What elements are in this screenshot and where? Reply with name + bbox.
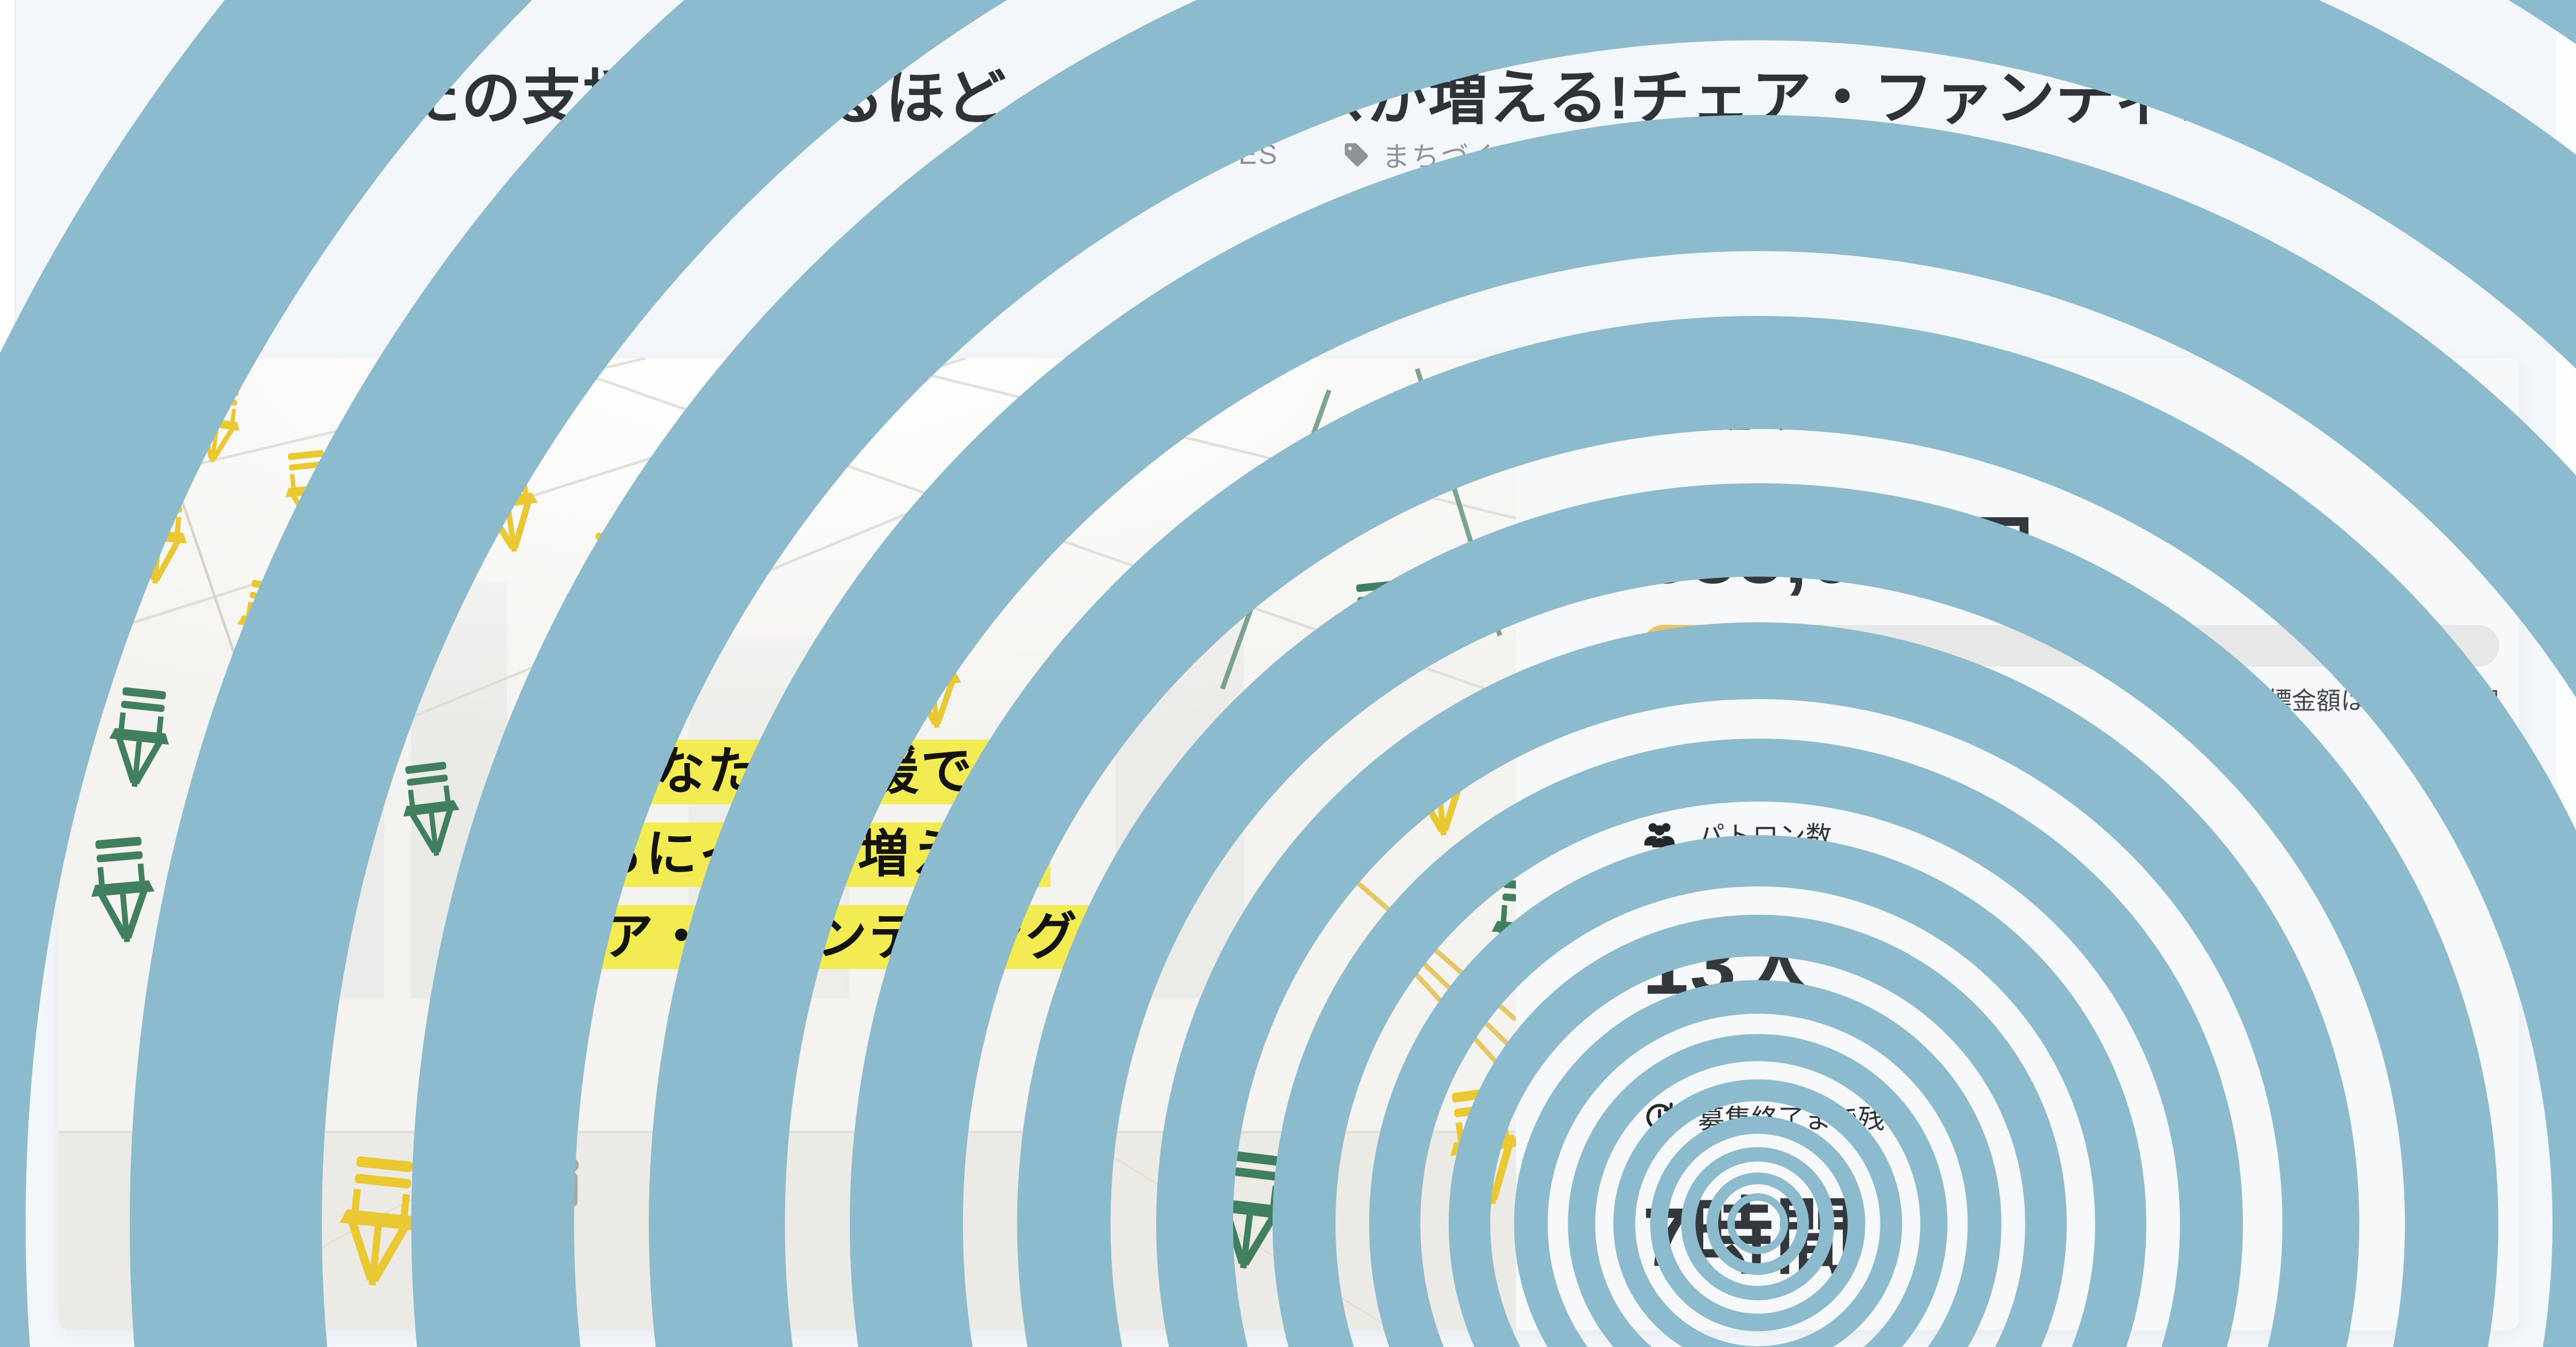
yen-icon: ¥ [1650, 399, 1669, 434]
clock-icon [1642, 1102, 1677, 1132]
patrons-label: パトロン数 [1698, 821, 1832, 851]
category-tag-label: まちづくり [1382, 142, 1529, 173]
collection-link[interactable]: PUBLICLIFEFES [1045, 139, 1279, 171]
progress-bar: 23% [1642, 625, 2499, 667]
people-icon [1642, 819, 1677, 849]
total-support-row: ¥ 現在の支援総額 [1642, 398, 1885, 436]
right-gutter [2557, 0, 2576, 1347]
time-remaining-value: 7時間 [1642, 1191, 1859, 1284]
time-remaining-label: 募集終了まで残り [1698, 1104, 1911, 1134]
tag-icon [1342, 141, 1370, 169]
category-tag-link[interactable]: まちづくり [1342, 134, 1529, 175]
page-content: あなたの支援が増えるほど、まちにイスが増える!チェア・ファンディング PUBLI… [15, 0, 2558, 1347]
project-title: あなたの支援が増えるほど、まちにイスが増える!チェア・ファンディング [279, 65, 2295, 132]
project-key-visual: あなたの支援で まちにイスが増える! チェア・ファンディング [59, 358, 1516, 1330]
collection-label: PUBLICLIFEFES [1045, 139, 1279, 170]
atrium-photo-illustration [59, 358, 1516, 1330]
progress-percent-label: 23% [1667, 631, 1721, 661]
progress-bar-fill: 23% [1642, 625, 1840, 667]
goal-amount-text: 目標金額は1,450,000円 [2242, 687, 2499, 715]
time-remaining-row: 募集終了まで残り [1642, 1098, 1911, 1136]
patrons-row: パトロン数 [1642, 815, 1832, 853]
total-support-label: 現在の支援総額 [1698, 404, 1885, 434]
tag-row: PUBLICLIFEFES まちづくり [16, 134, 2558, 175]
total-support-value: 335,000円 [1642, 508, 2035, 601]
project-card: あなたの支援で まちにイスが増える! チェア・ファンディング ¥ 現在の支援総額… [59, 358, 2519, 1330]
funding-stats-panel: ¥ 現在の支援総額 335,000円 23% 目標金額は1,450,000円 [1516, 358, 2519, 1330]
glass-hall-backdrop [59, 358, 1516, 1330]
patrons-value: 13人 [1642, 919, 1822, 1012]
